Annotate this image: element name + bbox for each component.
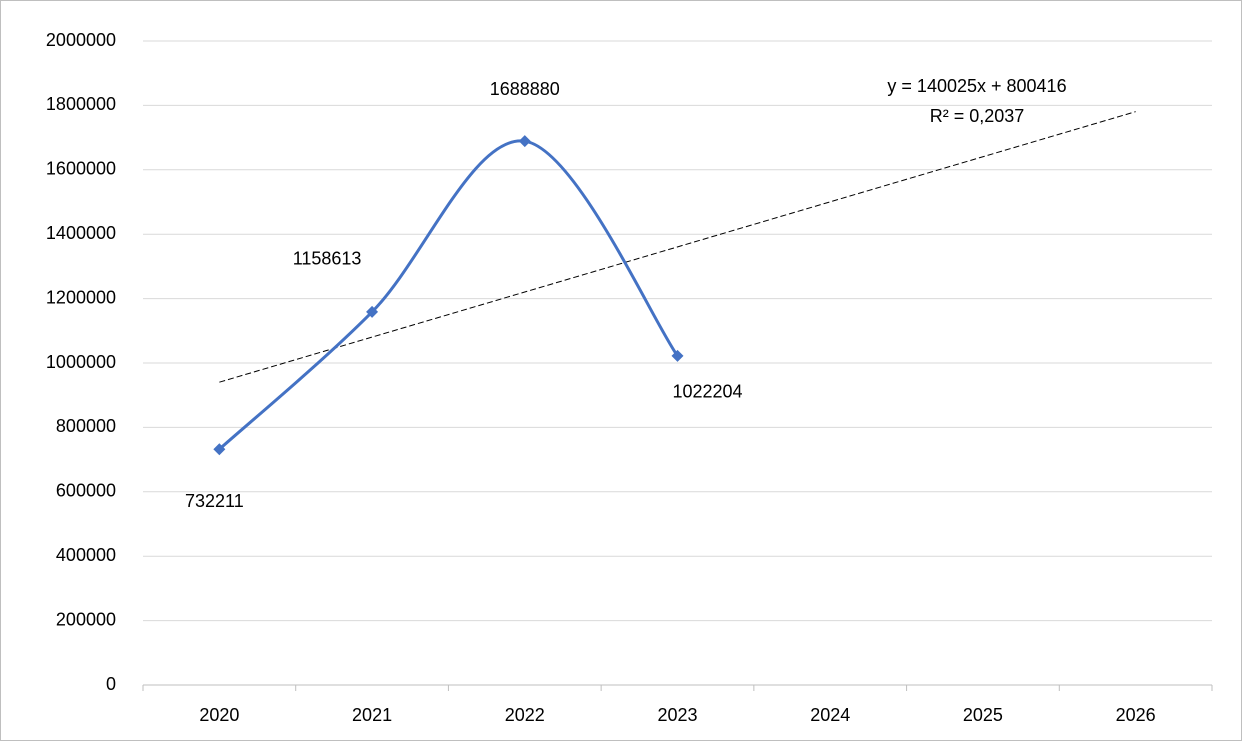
trendline-equation: y = 140025x + 800416	[887, 76, 1066, 96]
x-tick-label: 2026	[1116, 705, 1156, 725]
data-marker	[366, 305, 379, 318]
data-label: 1022204	[672, 382, 742, 402]
y-tick-label: 2000000	[46, 30, 116, 50]
trendline-r2: R² = 0,2037	[930, 106, 1025, 126]
x-tick-label: 2024	[810, 705, 850, 725]
x-tick-label: 2023	[657, 705, 697, 725]
trendline	[219, 111, 1136, 383]
data-label: 1688880	[490, 79, 560, 99]
x-tick-label: 2021	[352, 705, 392, 725]
data-marker	[671, 349, 684, 362]
y-tick-label: 800000	[56, 416, 116, 436]
data-label: 1158613	[293, 249, 362, 269]
data-marker	[518, 135, 531, 148]
data-label: 732211	[185, 491, 244, 511]
y-tick-label: 200000	[56, 609, 116, 629]
y-tick-label: 400000	[56, 545, 116, 565]
y-tick-label: 1000000	[46, 352, 116, 372]
y-tick-label: 1200000	[46, 287, 116, 307]
x-tick-label: 2022	[505, 705, 545, 725]
data-marker	[213, 443, 226, 456]
x-tick-label: 2020	[199, 705, 239, 725]
x-tick-label: 2025	[963, 705, 1003, 725]
series-line	[218, 139, 679, 451]
y-tick-label: 1800000	[46, 94, 116, 114]
y-tick-label: 600000	[56, 481, 116, 501]
y-tick-label: 0	[106, 674, 116, 694]
y-tick-label: 1400000	[46, 223, 116, 243]
y-tick-label: 1600000	[46, 159, 116, 179]
